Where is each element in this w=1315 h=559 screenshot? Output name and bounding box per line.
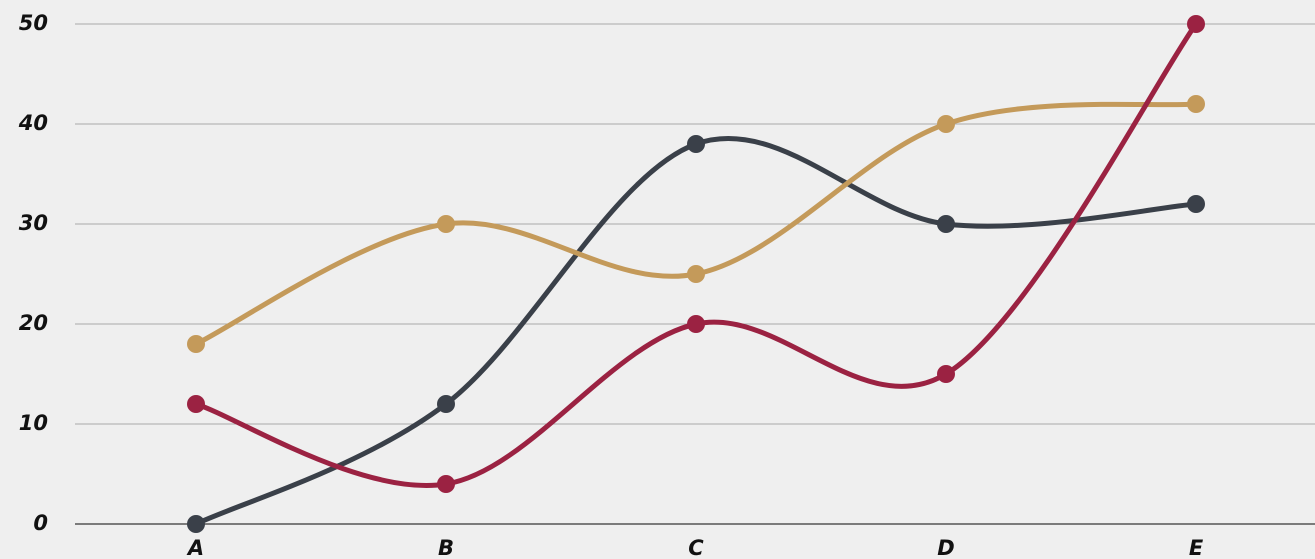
- y-tick-label: 10: [19, 411, 48, 435]
- x-tick-label: E: [1189, 536, 1204, 559]
- point: [937, 115, 955, 133]
- y-tick-label: 50: [19, 11, 48, 35]
- point: [437, 475, 455, 493]
- series-line: [195, 22, 1199, 488]
- point: [437, 215, 455, 233]
- point: [687, 265, 705, 283]
- point: [1187, 195, 1205, 213]
- y-tick-label: 0: [33, 511, 48, 535]
- y-tick-label: 40: [18, 111, 48, 135]
- point: [687, 135, 705, 153]
- y-tick-label: 20: [19, 311, 48, 335]
- point: [687, 315, 705, 333]
- x-tick-label: D: [937, 536, 954, 559]
- y-tick-label: 30: [19, 211, 48, 235]
- point: [937, 215, 955, 233]
- point: [1187, 15, 1205, 33]
- point: [937, 365, 955, 383]
- point: [187, 515, 205, 533]
- point: [1187, 95, 1205, 113]
- x-tick-label: B: [438, 536, 454, 559]
- point: [437, 395, 455, 413]
- point: [187, 395, 205, 413]
- x-tick-label: A: [186, 536, 204, 559]
- point: [187, 335, 205, 353]
- x-tick-label: C: [688, 536, 704, 559]
